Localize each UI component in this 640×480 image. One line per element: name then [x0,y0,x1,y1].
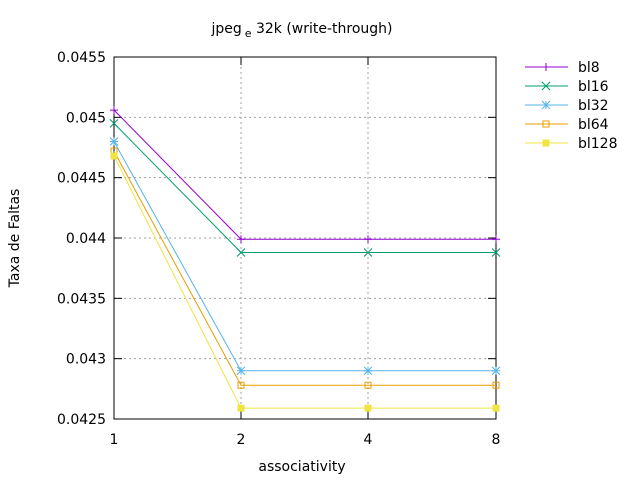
y-tick-label: 0.0435 [57,291,106,307]
marker-plus [492,235,500,244]
series-line [113,155,496,409]
chart-title: jpeg e 32k (write-through) [210,21,392,40]
series-line [113,109,496,240]
marker-open-square [492,381,500,389]
x-tick-label: 2 [237,432,246,448]
series-layer [109,106,501,412]
series-line [113,123,496,253]
marker-plus [364,235,372,244]
marker-plus [110,106,118,115]
legend-label: bl32 [578,98,609,114]
y-tick-label: 0.045 [66,110,106,126]
y-tick-label: 0.0455 [57,50,106,66]
series-line [113,150,496,386]
marker-star [109,137,119,146]
marker-star [236,366,246,376]
axes: 0.0425 0.043 0.0435 0.044 0.0445 0.045 0.0455 1… [57,50,500,448]
marker-plus [542,63,550,71]
legend-label: bl16 [578,79,609,95]
marker-filled-square [110,152,118,160]
series-line [113,141,496,372]
legend-label: bl64 [578,117,609,133]
y-axis-label: Taxa de Faltas [7,189,23,289]
grid [114,57,496,419]
legend-label: bl128 [578,136,618,152]
marker-filled-square [492,404,500,412]
marker-cross [236,248,246,257]
marker-star [363,366,373,376]
legend-item-bl64: bl64 [525,117,609,133]
marker-filled-square [364,404,372,412]
marker-star [541,100,551,110]
chart-title-rest: 32k (write-through) [252,21,393,37]
marker-star [491,366,501,376]
y-tick-label: 0.0445 [57,171,106,187]
y-tick-label: 0.044 [66,231,106,247]
y-tick-label: 0.0425 [57,412,106,428]
marker-open-square [364,381,372,389]
marker-plus [237,235,245,244]
series-bl32 [109,137,501,376]
x-tick-label: 8 [492,432,501,448]
y-tick-label: 0.043 [66,352,106,368]
legend-item-bl8: bl8 [525,60,600,76]
x-axis-label: associativity [258,459,345,475]
legend-item-bl32: bl32 [525,98,609,114]
chart-title-main: jpeg [210,21,241,37]
marker-cross [491,248,501,257]
chart-title-subscript: e [245,27,252,40]
x-tick-label: 1 [110,432,119,448]
marker-open-square [237,381,245,389]
series-bl128 [110,152,500,412]
marker-cross [109,119,119,128]
legend-item-bl128: bl128 [525,136,618,152]
series-bl8 [110,106,500,244]
legend-item-bl16: bl16 [525,79,609,95]
legend-label: bl8 [578,60,600,76]
marker-filled-square [237,404,245,412]
marker-cross [363,248,373,257]
series-bl16 [109,119,501,257]
marker-open-square [542,120,550,128]
series-bl64 [110,147,500,389]
marker-cross [541,81,551,91]
x-tick-label: 4 [364,432,373,448]
legend: bl8 bl16 bl32 bl64 bl128 [525,60,618,152]
marker-filled-square [542,139,550,147]
